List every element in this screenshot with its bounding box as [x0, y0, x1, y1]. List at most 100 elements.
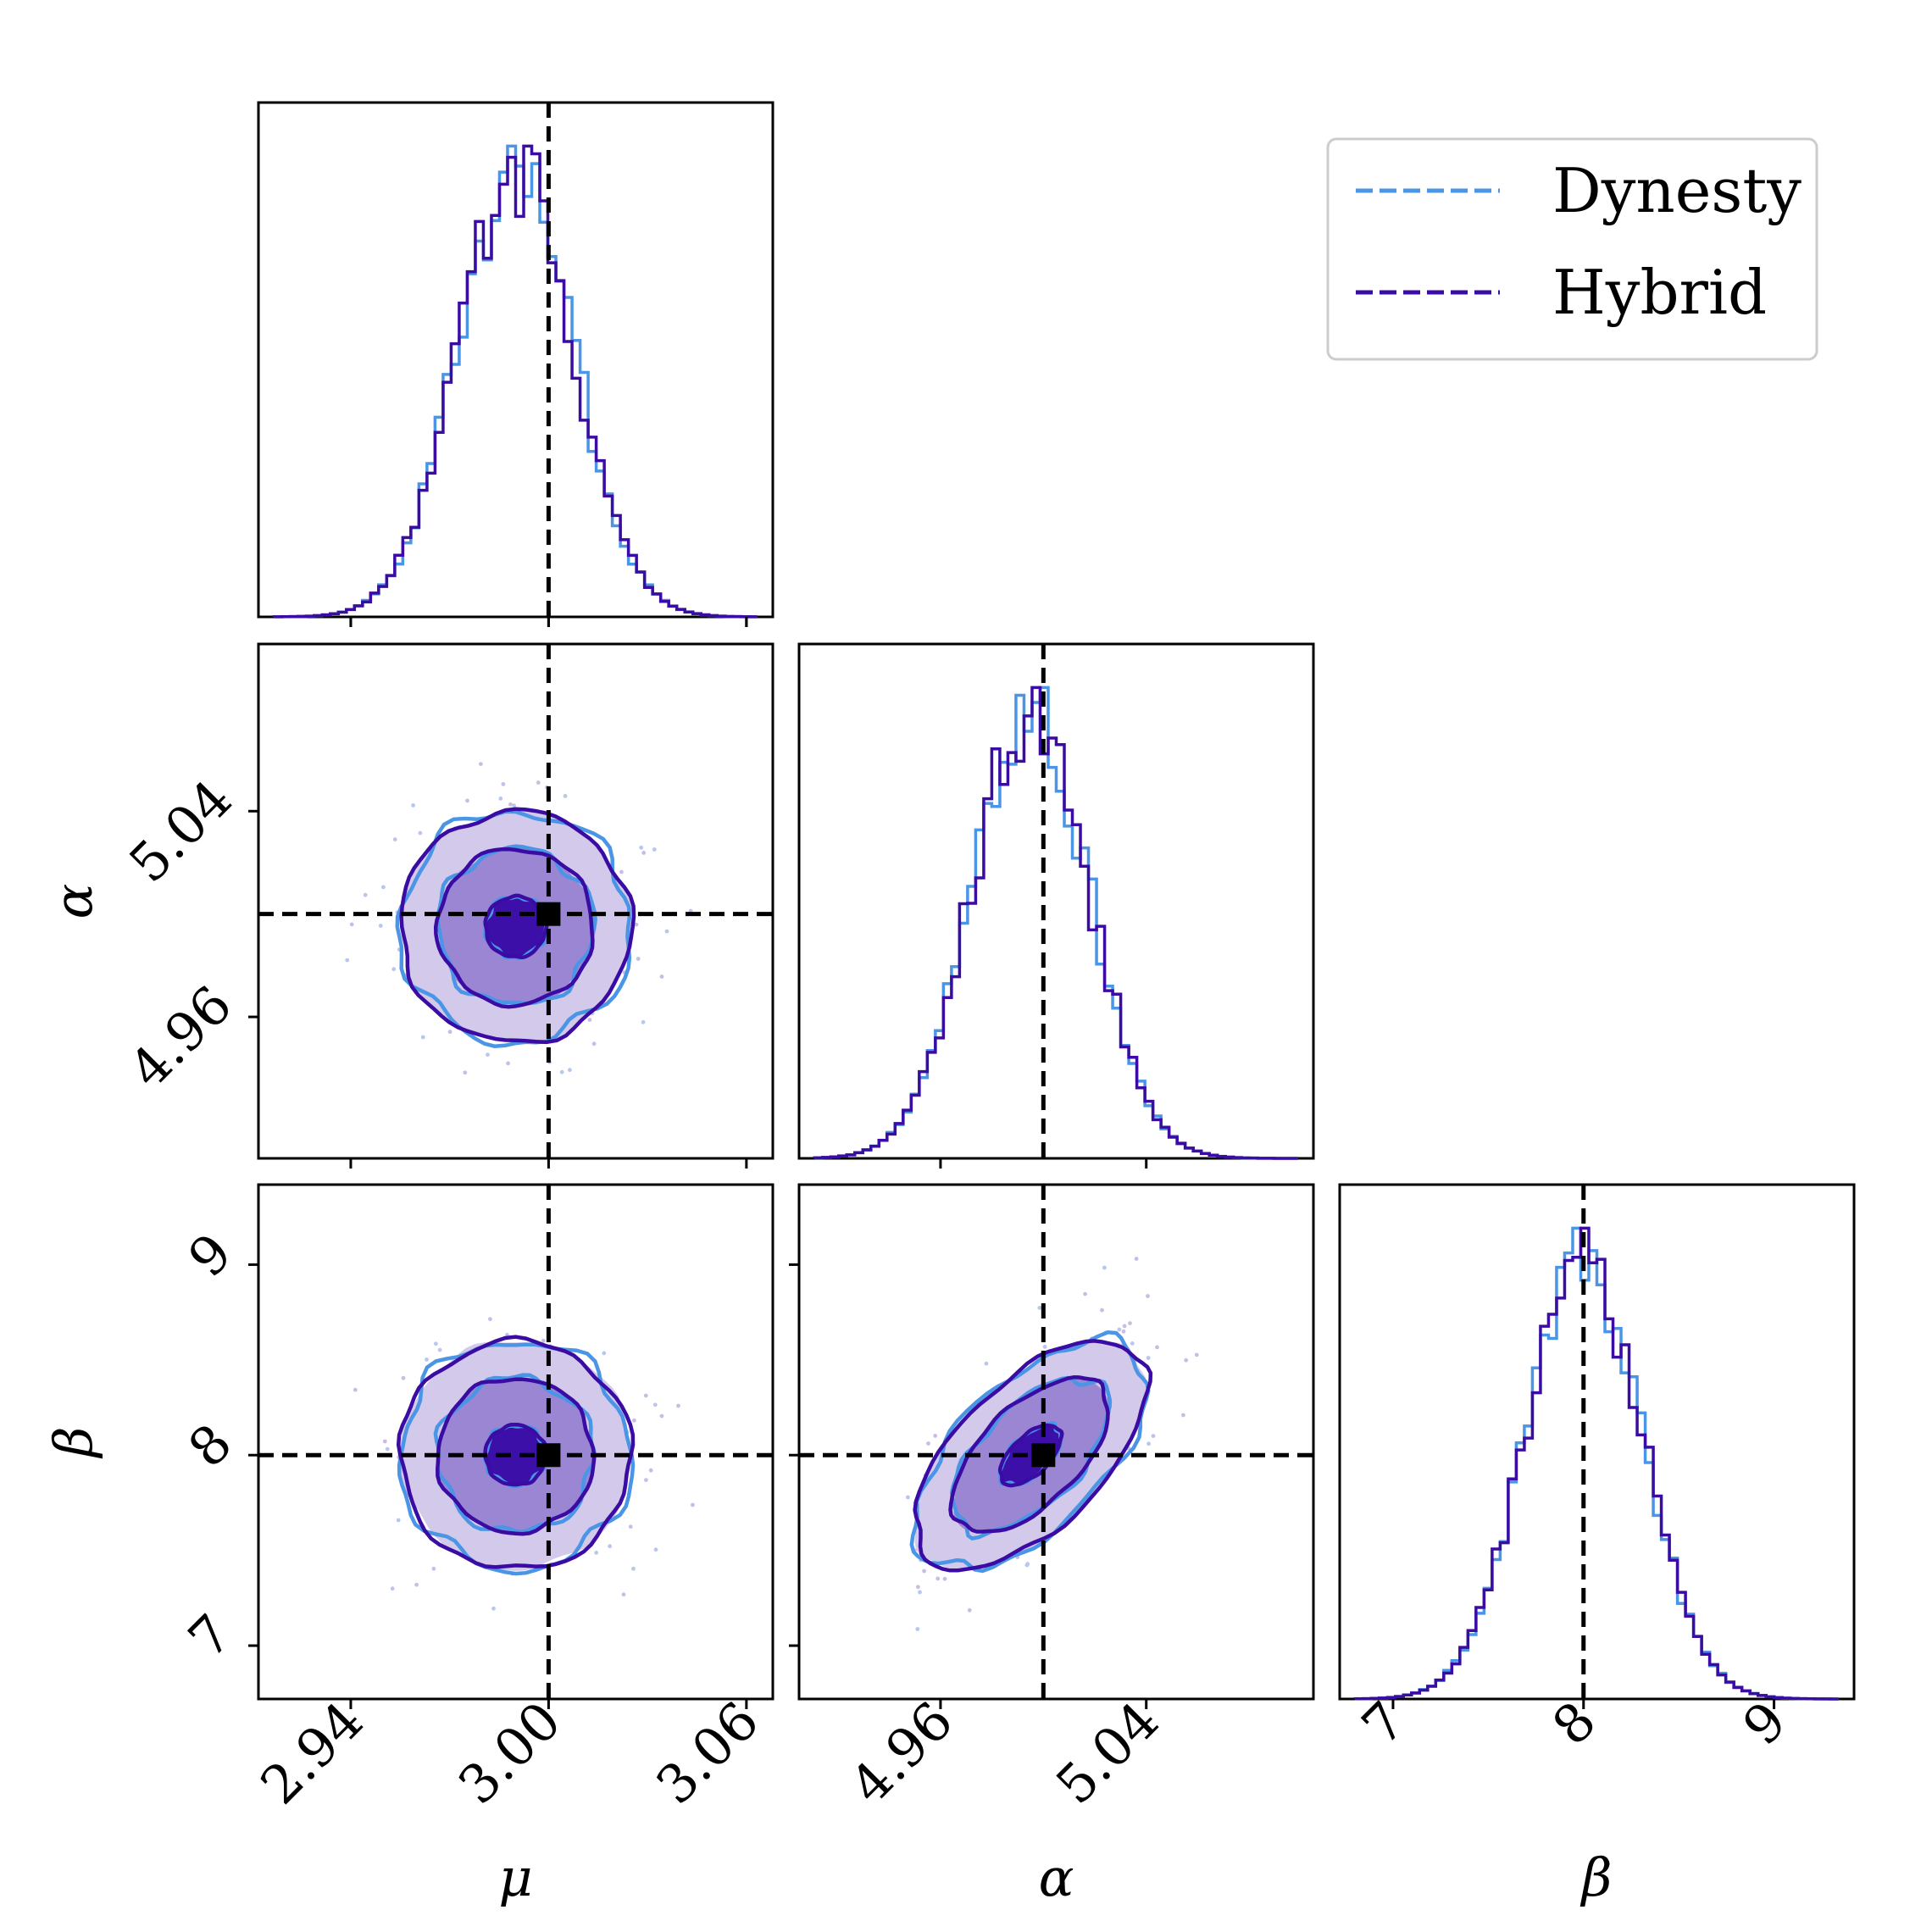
sample-point: [634, 922, 639, 927]
fill-level-inner: [1000, 1425, 1062, 1485]
sample-point: [632, 1418, 636, 1423]
sample-point: [691, 1502, 695, 1507]
sample-point: [1128, 1321, 1132, 1325]
hist-hybrid-1: [813, 686, 1298, 1160]
sample-point: [1151, 1434, 1156, 1438]
legend: Dynesty Hybrid: [1326, 137, 1818, 361]
sample-point: [1146, 1441, 1151, 1446]
sample-point: [1134, 1257, 1139, 1261]
sample-point: [676, 1403, 680, 1408]
sample-point: [1181, 1413, 1185, 1418]
hist-panel-β: [1338, 1183, 1856, 1701]
sample-point: [1102, 1265, 1107, 1270]
scatter-panel-μ-α-frame: [257, 642, 774, 1160]
hist-dynesty-1: [813, 686, 1298, 1160]
sample-point: [506, 1061, 510, 1066]
sample-point: [349, 922, 354, 927]
hist-dynesty-2: [1353, 1226, 1839, 1701]
sample-point: [392, 837, 397, 841]
contour-hybrid: [399, 807, 636, 1045]
hist-hybrid-0: [272, 144, 758, 619]
hist-panel-β-frame: [1338, 1183, 1856, 1701]
sample-point: [1024, 1563, 1030, 1568]
sample-point: [594, 1551, 599, 1555]
sample-point: [541, 1338, 546, 1343]
sample-point: [608, 1544, 612, 1549]
sample-point: [906, 1495, 910, 1500]
sample-point: [437, 1347, 442, 1352]
sample-point: [396, 1518, 401, 1523]
x-tick-label: 2.94: [248, 1690, 375, 1816]
sample-point: [602, 1351, 607, 1356]
scatter-panel-α-β-frame: [797, 1183, 1315, 1701]
sample-point: [641, 1019, 646, 1024]
sample-point: [652, 1402, 658, 1407]
sample-point: [967, 1607, 972, 1613]
sample-point: [652, 847, 657, 852]
sample-point: [916, 1585, 920, 1590]
sample-point: [641, 851, 647, 855]
y-tick-label: 4.96: [117, 974, 243, 1100]
x-tick-label: 4.96: [838, 1690, 964, 1816]
sample-point: [401, 1375, 406, 1380]
contour-dynesty: [433, 1373, 597, 1535]
y-tick-label: 9: [176, 1221, 244, 1289]
sample-point: [418, 830, 423, 836]
sample-point: [648, 1468, 653, 1473]
sample-point: [1100, 1307, 1104, 1313]
sample-point: [591, 1041, 597, 1046]
y-axis-label-1: α: [42, 884, 104, 919]
y-axis-label-2: β: [42, 1427, 104, 1459]
sample-point: [1037, 1306, 1042, 1310]
contour-hybrid: [948, 1374, 1110, 1534]
sample-point: [659, 974, 664, 979]
contour-dynesty: [950, 1375, 1113, 1541]
scatter-panel-α-β: [797, 1183, 1315, 1701]
sample-point: [1083, 1291, 1087, 1296]
sample-point: [463, 1070, 468, 1075]
sample-point: [926, 1441, 930, 1446]
hist-panel-α-frame: [797, 642, 1315, 1160]
sample-point: [381, 885, 386, 890]
sample-point: [501, 782, 506, 786]
sample-point: [653, 1547, 658, 1552]
sample-point: [643, 1393, 648, 1398]
sample-point: [1130, 1341, 1135, 1346]
y-tick-label: 5.04: [117, 768, 243, 894]
scatter-panel-μ-α: [257, 642, 774, 1160]
sample-point: [1194, 1352, 1199, 1357]
sample-point: [363, 892, 368, 897]
sample-point: [659, 1413, 664, 1418]
sample-point: [479, 762, 483, 766]
truth-marker: [1031, 1443, 1056, 1468]
legend-box: [1326, 137, 1818, 361]
legend-label-hybrid: Hybrid: [1552, 257, 1767, 328]
sample-point: [636, 957, 641, 961]
hist-panel-α: [797, 642, 1315, 1160]
sample-point: [420, 1035, 425, 1040]
contour-hybrid: [396, 1335, 636, 1569]
sample-point: [1121, 1329, 1126, 1334]
sample-point: [915, 1627, 920, 1631]
contour-hybrid: [433, 847, 595, 1009]
x-axis-label-2: β: [1580, 1846, 1613, 1908]
sample-point: [984, 1361, 989, 1366]
sample-point: [1117, 1327, 1122, 1332]
contour-hybrid: [436, 1377, 597, 1536]
sample-point: [1184, 1357, 1189, 1363]
sample-point: [1122, 1324, 1127, 1329]
sample-point: [639, 845, 644, 850]
contour-hybrid: [913, 1339, 1153, 1573]
sample-point: [933, 1434, 938, 1438]
sample-point: [559, 1069, 564, 1074]
sample-point: [391, 967, 397, 972]
sample-point: [345, 958, 350, 963]
truth-marker: [536, 902, 561, 926]
sample-point: [1146, 1294, 1150, 1298]
y-tick-label: 8: [176, 1412, 244, 1480]
sample-point: [512, 803, 516, 808]
scatter-panel-μ-β-frame: [257, 1183, 774, 1701]
sample-point: [619, 869, 624, 874]
